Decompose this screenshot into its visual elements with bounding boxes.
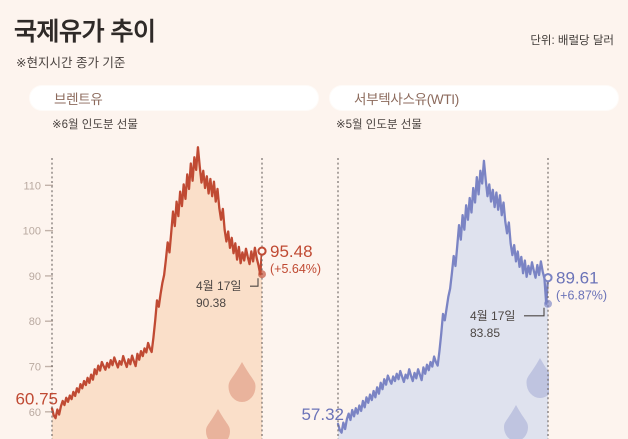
y-tick-label: 60 [29,407,41,419]
y-tick-label: 110 [23,180,41,192]
y-axis: 110 100 90 80 70 60 [23,180,53,419]
y-tick-label: 100 [23,226,41,238]
series-wti: 57.32 89.61(+6.87%) 4월 17일 83.85 [301,158,607,439]
page-title: 국제유가 추이 [14,18,156,46]
annotation-value-label: 90.38 [196,296,226,310]
panel-note-brent: ※6월 인도분 선물 [52,119,138,131]
end-point-marker [543,273,553,283]
annotation-point-marker [258,270,266,279]
series-line [50,146,262,420]
oil-drop-icon [504,405,528,439]
oil-drop-icon [206,409,230,439]
annotation-date-label: 4월 17일 [196,279,241,293]
start-value-label: 57.32 [301,405,344,424]
annotation-point-marker [544,299,552,308]
panel-label-brent-text: 브렌트유 [54,92,103,107]
annotation-date-label: 4월 17일 [470,309,515,323]
y-tick-label: 90 [29,271,41,283]
end-change-label: (+5.64%) [270,262,321,276]
end-point-marker [257,246,267,256]
panel-label-brent: 브렌트유 [30,86,318,110]
y-tick-label: 80 [29,316,41,328]
end-value-label: 89.61 [556,269,599,288]
series-brent: 60.75 95.48(+5.64%) 4월 17일 90.38 [15,146,321,439]
oil-drop-icon [526,358,549,398]
unit-label: 단위: 배럴당 달러 [530,35,614,47]
end-change-label: (+6.87%) [556,289,607,303]
panel-note-wti: ※5월 인도분 선물 [336,119,422,131]
end-value-label: 95.48 [270,242,313,261]
panel-label-wti: 서부텍사스유(WTI) [330,86,618,110]
start-value-label: 60.75 [15,389,58,408]
y-tick-label: 70 [29,362,41,374]
series-line [336,159,549,434]
panel-label-wti-text: 서부텍사스유(WTI) [354,92,459,107]
series-area [338,160,548,439]
annotation-connector [524,307,545,317]
page-subtitle: ※현지시간 종가 기준 [16,56,126,70]
series-area [52,147,262,439]
annotation-connector [250,278,259,287]
annotation-value-label: 83.85 [470,326,500,340]
oil-drop-icon [228,362,256,402]
